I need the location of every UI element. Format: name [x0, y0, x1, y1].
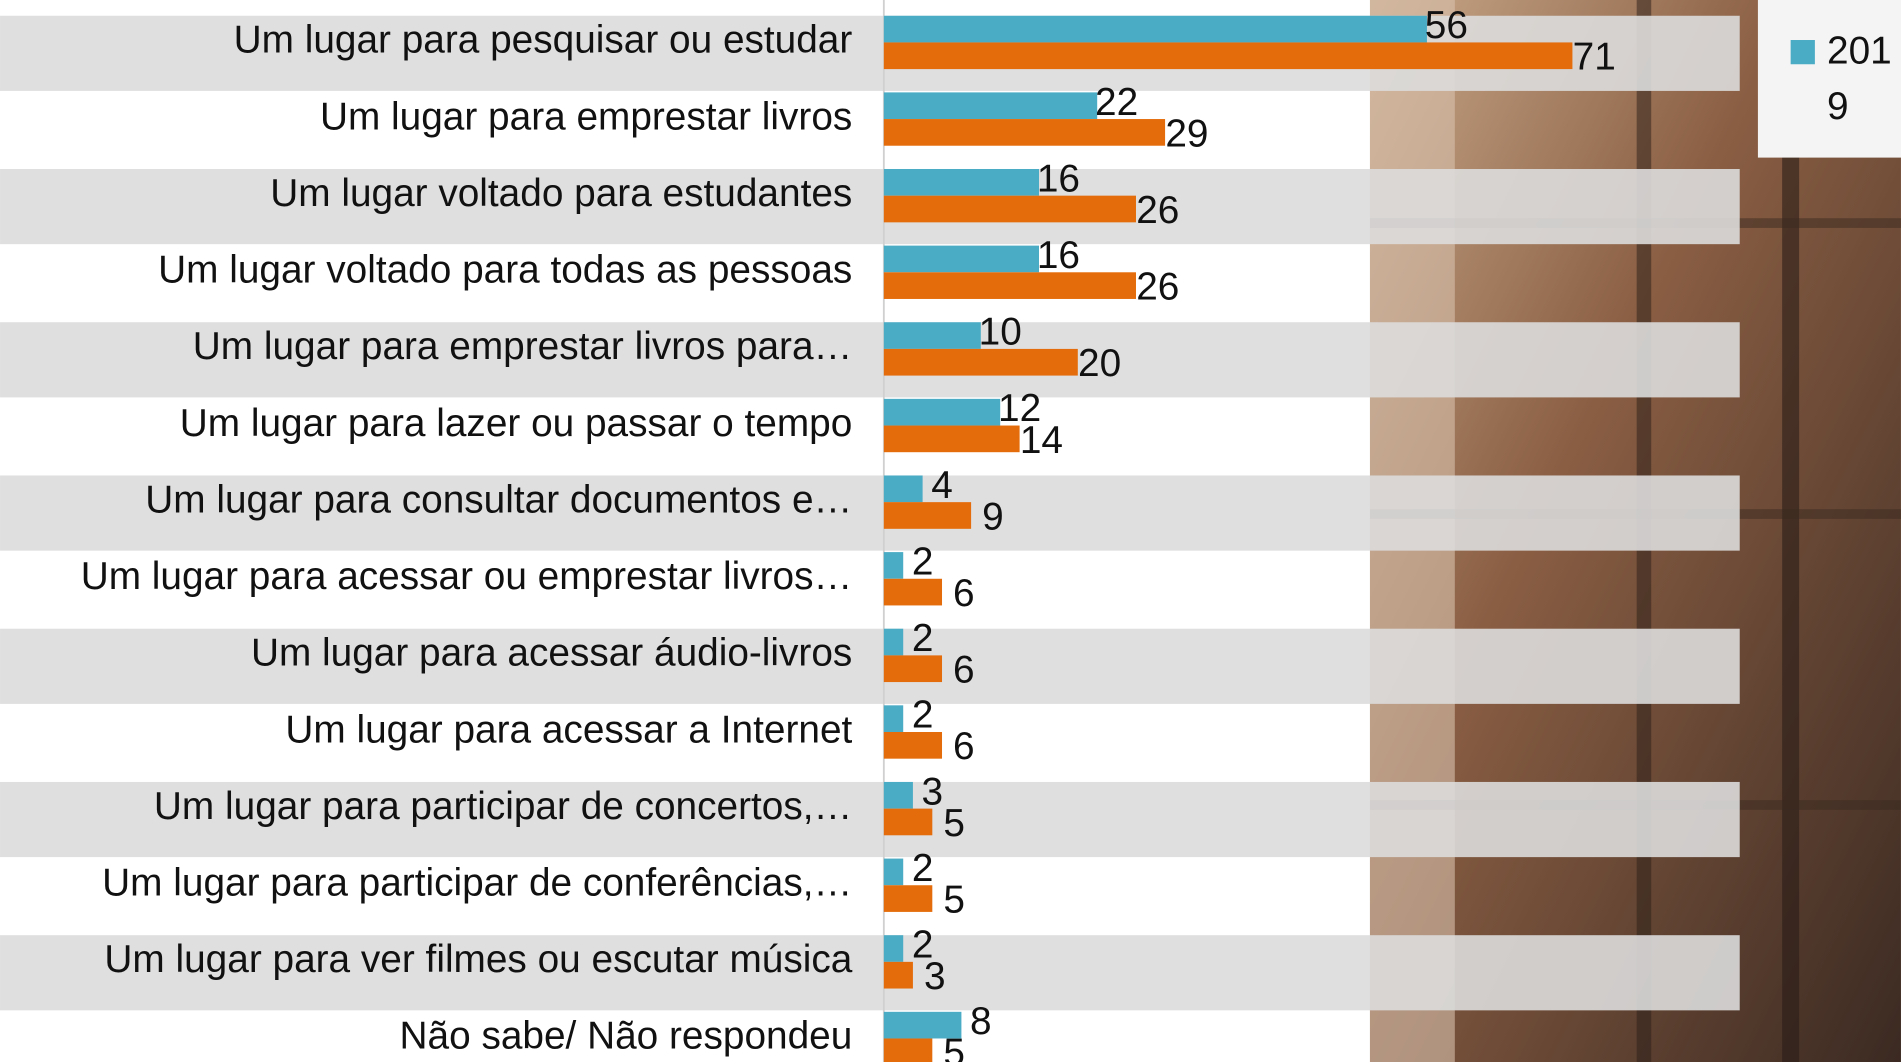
data-label: 3 — [924, 955, 946, 998]
bar — [884, 962, 913, 989]
y-tick-label: Um lugar para consultar documentos e… — [145, 478, 852, 521]
data-label: 5 — [943, 878, 965, 921]
bar — [884, 169, 1039, 196]
data-label: 22 — [1095, 81, 1138, 124]
row-band — [0, 169, 1740, 244]
y-tick-label: Um lugar voltado para todas as pessoas — [158, 249, 852, 292]
data-label: 3 — [922, 770, 944, 813]
y-tick-label: Um lugar para emprestar livros para… — [193, 325, 853, 368]
data-label: 2 — [912, 617, 934, 660]
bar — [884, 809, 932, 836]
bar — [884, 885, 932, 912]
data-label: 9 — [982, 495, 1004, 538]
data-label: 5 — [943, 802, 965, 845]
data-label: 26 — [1136, 266, 1179, 309]
y-tick-label: Um lugar para ver filmes ou escutar músi… — [104, 938, 852, 981]
bar — [884, 1038, 932, 1062]
data-label: 20 — [1078, 342, 1121, 385]
data-label: 4 — [931, 464, 953, 507]
bar — [884, 859, 903, 886]
bar — [884, 399, 1000, 426]
y-tick-label: Um lugar para participar de concertos,… — [154, 785, 852, 828]
y-tick-label: Um lugar para acessar áudio-livros — [251, 632, 852, 675]
data-label: 71 — [1573, 36, 1616, 79]
data-label: 14 — [1020, 419, 1063, 462]
bar — [884, 502, 971, 529]
bar — [884, 475, 923, 502]
y-tick-label: Um lugar voltado para estudantes — [270, 172, 852, 215]
bar — [884, 92, 1097, 119]
data-label: 16 — [1037, 157, 1080, 200]
legend-swatch — [1791, 40, 1815, 64]
data-label: 16 — [1037, 234, 1080, 277]
bar — [884, 246, 1039, 273]
bar — [884, 426, 1020, 453]
bar — [884, 705, 903, 732]
bar — [884, 119, 1165, 146]
bar — [884, 552, 903, 579]
bar — [884, 782, 913, 809]
bar — [884, 655, 942, 682]
data-label: 6 — [953, 725, 975, 768]
bar — [884, 579, 942, 606]
data-label: 26 — [1136, 189, 1179, 232]
legend-box — [1758, 0, 1901, 158]
bar — [884, 196, 1136, 223]
y-tick-label: Um lugar para pesquisar ou estudar — [234, 19, 853, 62]
data-label: 2 — [912, 847, 934, 890]
bar — [884, 629, 903, 656]
bar — [884, 935, 903, 962]
data-label: 56 — [1425, 4, 1468, 47]
bar — [884, 349, 1078, 376]
bar — [884, 16, 1427, 43]
y-tick-label: Um lugar para lazer ou passar o tempo — [180, 402, 853, 445]
data-label: 29 — [1165, 112, 1208, 155]
y-tick-label: Um lugar para emprestar livros — [320, 95, 852, 138]
y-tick-label: Um lugar para participar de conferências… — [102, 861, 852, 904]
bar — [884, 272, 1136, 299]
data-label: 6 — [953, 572, 975, 615]
data-label: 8 — [970, 1000, 992, 1043]
y-tick-label: Um lugar para acessar a Internet — [285, 708, 852, 751]
chart: 2019 Um lugar para pesquisar ou estudar 5… — [0, 0, 1901, 1062]
y-tick-label: Um lugar para acessar ou emprestar livro… — [81, 555, 853, 598]
data-label: 6 — [953, 649, 975, 692]
bar — [884, 42, 1573, 69]
data-label: 2 — [912, 540, 934, 583]
bar — [884, 322, 981, 349]
data-label: 2 — [912, 694, 934, 737]
y-tick-label: Não sabe/ Não respondeu — [400, 1015, 853, 1058]
bar — [884, 732, 942, 759]
data-label: 10 — [979, 311, 1022, 354]
data-label: 5 — [943, 1032, 965, 1062]
